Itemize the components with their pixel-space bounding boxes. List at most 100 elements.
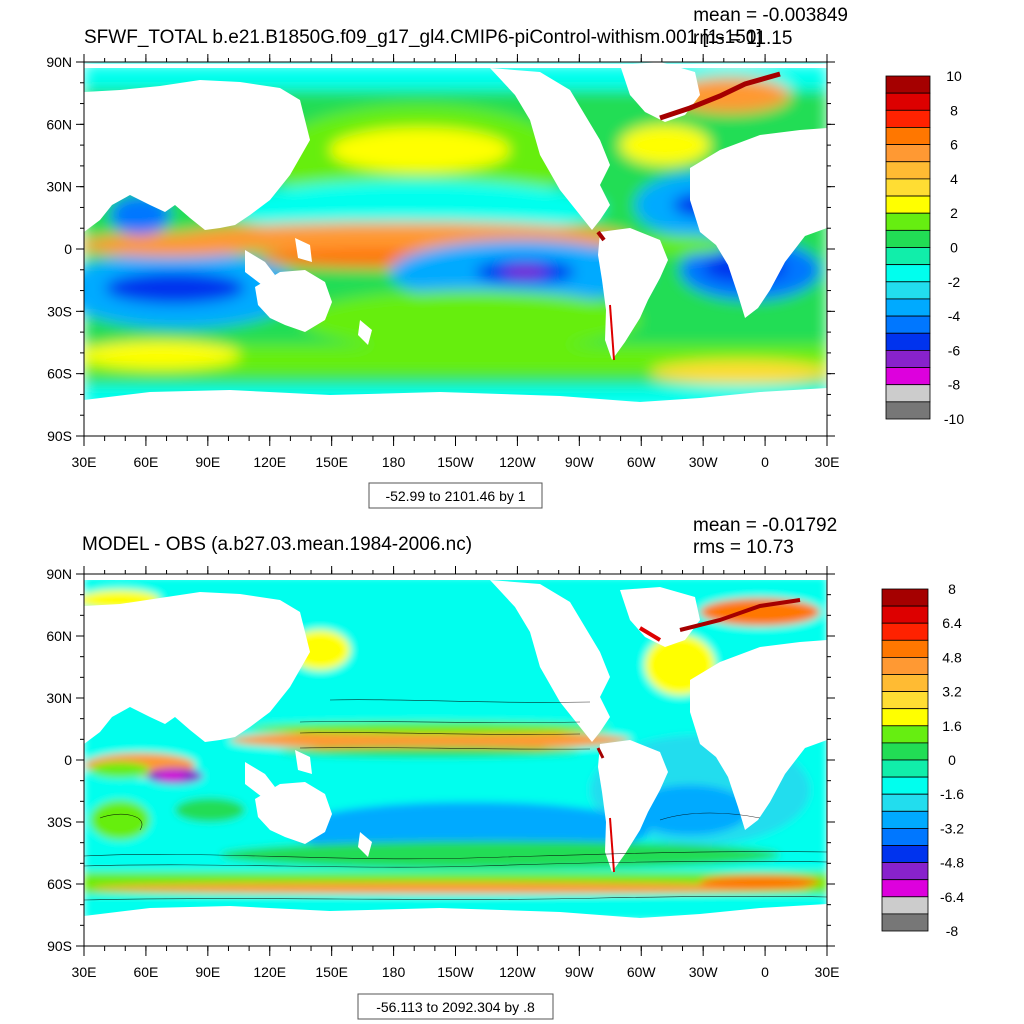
colorbar-label: 6.4 bbox=[942, 615, 962, 631]
colorbar-swatch bbox=[885, 229, 931, 248]
panel-1-mean: mean = -0.003849 bbox=[693, 5, 848, 26]
colorbar-label: -1.6 bbox=[940, 786, 964, 802]
colorbar-swatch bbox=[881, 776, 929, 795]
lon-tick-label: 90W bbox=[565, 964, 595, 980]
lon-tick-label: 30E bbox=[815, 964, 840, 980]
lon-tick-label: 150E bbox=[315, 964, 348, 980]
colorbar-swatch bbox=[885, 212, 931, 231]
panel-2-rms: rms = 10.73 bbox=[693, 537, 794, 558]
lon-tick-label: 120W bbox=[499, 964, 536, 980]
colorbar-swatch bbox=[881, 845, 929, 864]
colorbar-swatch bbox=[885, 281, 931, 300]
lon-tick-label: 30E bbox=[72, 454, 97, 470]
colorbar-swatch bbox=[881, 605, 929, 624]
colorbar-swatch bbox=[881, 657, 929, 675]
lon-tick-label: 150E bbox=[315, 454, 348, 470]
lon-tick-label: 90E bbox=[195, 454, 220, 470]
colorbar-label: 1.6 bbox=[942, 718, 962, 734]
lat-tick-label: 60S bbox=[47, 876, 72, 892]
lat-tick-label: 90N bbox=[46, 566, 72, 582]
colorbar-label: -3.2 bbox=[940, 820, 964, 836]
lon-tick-label: 0 bbox=[761, 454, 769, 470]
colorbar-label: -2 bbox=[948, 274, 961, 290]
colorbar-label: -10 bbox=[944, 411, 964, 427]
lon-tick-label: 0 bbox=[761, 964, 769, 980]
colorbar-label: -6 bbox=[948, 342, 961, 358]
colorbar-swatch bbox=[881, 879, 929, 898]
colorbar-swatch bbox=[881, 691, 929, 710]
colorbar-swatch bbox=[885, 109, 931, 128]
lon-tick-label: 180 bbox=[382, 964, 406, 980]
colorbar-label: -4 bbox=[948, 308, 961, 324]
panel-1-title: SFWF_TOTAL b.e21.B1850G.f09_g17_gl4.CMIP… bbox=[84, 27, 762, 48]
colorbar-swatch bbox=[881, 639, 929, 658]
lon-tick-label: 180 bbox=[382, 454, 406, 470]
colorbar-label: -6.4 bbox=[940, 889, 964, 905]
colorbar-swatch bbox=[885, 349, 931, 368]
panel-2: MODEL - OBS (a.b27.03.mean.1984-2006.nc)… bbox=[46, 515, 964, 1020]
lon-tick-label: 120E bbox=[253, 964, 286, 980]
lat-tick-label: 30N bbox=[46, 690, 72, 706]
colorbar-swatch bbox=[881, 674, 929, 693]
lon-tick-label: 60W bbox=[627, 454, 657, 470]
panel-1-ticks bbox=[76, 54, 835, 446]
colorbar-swatch bbox=[881, 759, 929, 778]
panel-1-range-text: -52.99 to 2101.46 by 1 bbox=[385, 488, 525, 504]
colorbar-swatch bbox=[881, 896, 929, 915]
colorbar-swatch bbox=[885, 401, 931, 420]
colorbar-swatch bbox=[881, 742, 929, 761]
panel-2-mean: mean = -0.01792 bbox=[693, 515, 837, 536]
lon-tick-label: 90W bbox=[565, 454, 595, 470]
colorbar-swatch bbox=[881, 708, 929, 727]
panel-2-colorbar: 8 6.4 4.8 3.2 1.6 0 -1.6 -3.2 -4.8 -6.4 -8 bbox=[881, 581, 964, 939]
panel-2-range-text: -56.113 to 2092.304 by .8 bbox=[376, 999, 535, 1015]
colorbar-swatch bbox=[885, 195, 931, 214]
colorbar-swatch bbox=[881, 725, 929, 744]
panel-2-range-box: -56.113 to 2092.304 by .8 bbox=[357, 993, 554, 1020]
colorbar-label: 10 bbox=[946, 68, 962, 84]
lat-tick-label: 90S bbox=[47, 428, 72, 444]
lon-tick-label: 90E bbox=[195, 964, 220, 980]
colorbar-swatch bbox=[881, 862, 929, 881]
panel-1-lon-labels: 30E 60E 90E 120E 150E 180 150W 120W 90W 60W 30W 0 30… bbox=[72, 454, 840, 470]
panel-1-rms: rms = 11.15 bbox=[693, 28, 792, 49]
colorbar-label: 0 bbox=[948, 752, 956, 768]
colorbar-label: -4.8 bbox=[940, 855, 964, 871]
colorbar-swatch bbox=[881, 588, 929, 607]
panel-2-lat-labels: 90N 60N 30N 0 30S 60S 90S bbox=[46, 566, 72, 954]
colorbar-swatch bbox=[885, 384, 931, 403]
lat-tick-label: 30N bbox=[46, 179, 72, 195]
lon-tick-label: 30E bbox=[72, 964, 97, 980]
colorbar-label: 4.8 bbox=[942, 649, 962, 665]
colorbar-label: -8 bbox=[946, 923, 959, 939]
colorbar-swatch bbox=[885, 161, 931, 180]
colorbar-swatch bbox=[881, 793, 929, 812]
panel-1-range-box: -52.99 to 2101.46 by 1 bbox=[368, 482, 543, 509]
lat-tick-label: 60S bbox=[47, 366, 72, 382]
panel-2-map bbox=[84, 574, 827, 946]
colorbar-swatch bbox=[885, 178, 931, 197]
lon-tick-label: 60E bbox=[133, 454, 158, 470]
panel-2-ticks bbox=[76, 566, 835, 956]
lat-tick-label: 0 bbox=[64, 752, 72, 768]
colorbar-swatch bbox=[881, 622, 929, 641]
lon-tick-label: 120W bbox=[499, 454, 536, 470]
colorbar-label: 0 bbox=[950, 240, 958, 256]
colorbar-swatch bbox=[885, 75, 931, 94]
lon-tick-label: 30W bbox=[689, 454, 719, 470]
lat-tick-label: 60N bbox=[46, 116, 72, 132]
lat-tick-label: 30S bbox=[47, 814, 72, 830]
lat-tick-label: 60N bbox=[46, 628, 72, 644]
panel-1-colorbar: 10 8 6 4 2 0 -2 -4 -6 -8 -10 bbox=[885, 68, 964, 427]
colorbar-swatch bbox=[885, 332, 931, 351]
lon-tick-label: 30E bbox=[815, 454, 840, 470]
colorbar-label: 8 bbox=[950, 102, 958, 118]
lat-tick-label: 90N bbox=[46, 54, 72, 70]
lat-tick-label: 30S bbox=[47, 303, 72, 319]
colorbar-swatch bbox=[881, 913, 929, 932]
lon-tick-label: 60W bbox=[627, 964, 657, 980]
lon-tick-label: 150W bbox=[437, 454, 474, 470]
lon-tick-label: 120E bbox=[253, 454, 286, 470]
colorbar-swatch bbox=[881, 828, 929, 846]
colorbar-label: 8 bbox=[948, 581, 956, 597]
